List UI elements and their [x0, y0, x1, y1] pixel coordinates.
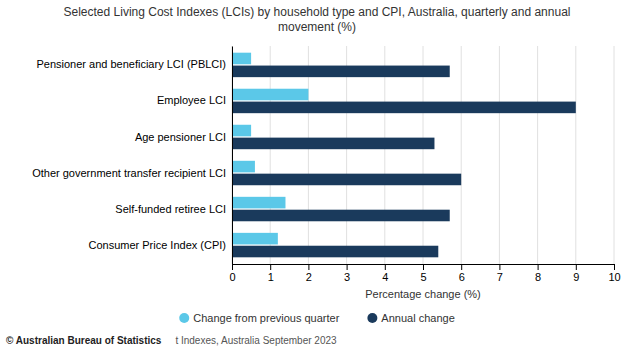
- x-tick-mark: [270, 264, 271, 270]
- bar: [232, 233, 278, 245]
- bar: [232, 174, 461, 186]
- grid-line: [308, 46, 309, 264]
- grid-line: [232, 46, 233, 264]
- grid-line: [537, 46, 538, 264]
- grid: [232, 46, 614, 264]
- title: Selected Living Cost Indexes (LCIs) by h…: [64, 5, 571, 34]
- x-tick-label: 4: [382, 271, 388, 283]
- x-tick: 0: [229, 264, 235, 283]
- legend: Change from previous quarter Annual chang…: [179, 312, 455, 324]
- bar: [232, 102, 576, 114]
- bars: [232, 53, 576, 258]
- y-tick: Self-funded retiree LCI: [115, 203, 226, 215]
- bar: [232, 66, 450, 78]
- grid-line: [499, 46, 500, 264]
- x-tick: 5: [420, 264, 426, 283]
- legend-marker: [367, 313, 377, 323]
- y-tick-label: Other government transfer recipient LCI: [32, 167, 226, 179]
- bar: [232, 125, 251, 137]
- x-tick-label: 0: [229, 271, 235, 283]
- x-tick: 10: [608, 264, 620, 283]
- plot: 0 1 2 3 4 5 6 7 8 9 10 Pensioner and beneficiary LC…: [32, 46, 620, 283]
- x-tick: 3: [344, 264, 350, 283]
- x-tick-label: 9: [573, 271, 579, 283]
- y-tick-label: Age pensioner LCI: [135, 131, 226, 143]
- x-tick-mark: [614, 264, 615, 270]
- x-axis: 0 1 2 3 4 5 6 7 8 9 10: [229, 264, 620, 283]
- bar: [232, 197, 285, 209]
- legend-marker: [179, 313, 189, 323]
- grid-line: [614, 46, 615, 264]
- grid-line: [270, 46, 271, 264]
- y-axis-line: [232, 47, 233, 265]
- grid-line: [346, 46, 347, 264]
- x-tick-mark: [423, 264, 424, 270]
- x-tick-label: 6: [459, 271, 465, 283]
- x-tick-mark: [499, 264, 500, 270]
- x-tick-label: 2: [306, 271, 312, 283]
- grid-line: [423, 46, 424, 264]
- x-tick-label: 10: [608, 271, 620, 283]
- y-tick: Employee LCI: [157, 94, 226, 106]
- y-axis: Pensioner and beneficiary LCI (PBLCI) Emp…: [32, 47, 232, 265]
- footer-text: © Australian Bureau of Statistics: [6, 335, 162, 346]
- bar: [232, 138, 434, 150]
- x-tick-label: 3: [344, 271, 350, 283]
- x-axis-title: Percentage change (%): [365, 288, 481, 300]
- legend-label: Annual change: [381, 312, 454, 324]
- x-tick-label: 5: [420, 271, 426, 283]
- footer-text: t Indexes, Australia September 2023: [175, 335, 337, 346]
- x-tick: 8: [535, 264, 541, 283]
- x-tick: 2: [306, 264, 312, 283]
- x-tick: 4: [382, 264, 388, 283]
- bar: [232, 89, 308, 101]
- y-tick-label: Self-funded retiree LCI: [115, 203, 226, 215]
- x-tick: 6: [459, 264, 465, 283]
- y-tick: Other government transfer recipient LCI: [32, 167, 226, 179]
- y-tick: Consumer Price Index (CPI): [88, 239, 226, 251]
- x-tick: 7: [497, 264, 503, 283]
- bar: [232, 53, 251, 65]
- x-axis-line: [233, 265, 615, 271]
- x-tick-mark: [308, 264, 309, 270]
- x-tick-mark: [385, 264, 386, 270]
- title-line: movement (%): [278, 20, 356, 34]
- grid-line: [384, 46, 385, 264]
- x-tick: 1: [268, 264, 274, 283]
- x-tick-label: 8: [535, 271, 541, 283]
- x-tick-mark: [232, 264, 233, 270]
- grid-line: [575, 46, 576, 264]
- x-tick-mark: [461, 264, 462, 270]
- legend-item: Change from previous quarter: [179, 312, 339, 324]
- y-tick: Age pensioner LCI: [135, 131, 226, 143]
- y-tick-label: Consumer Price Index (CPI): [88, 239, 226, 251]
- x-tick-mark: [576, 264, 577, 270]
- x-tick-mark: [347, 264, 348, 270]
- chart: Selected Living Cost Indexes (LCIs) by h…: [0, 0, 634, 350]
- legend-item: Annual change: [367, 312, 454, 324]
- x-tick: 9: [573, 264, 579, 283]
- x-tick-label: 7: [497, 271, 503, 283]
- x-tick-label: 1: [268, 271, 274, 283]
- y-tick: Pensioner and beneficiary LCI (PBLCI): [36, 58, 226, 70]
- bar: [232, 210, 450, 222]
- y-tick-label: Employee LCI: [157, 94, 226, 106]
- bar: [232, 161, 255, 173]
- grid-line: [461, 46, 462, 264]
- x-tick-mark: [538, 264, 539, 270]
- bar: [232, 246, 438, 258]
- legend-label: Change from previous quarter: [193, 312, 339, 324]
- y-tick-label: Pensioner and beneficiary LCI (PBLCI): [36, 58, 226, 70]
- title-line: Selected Living Cost Indexes (LCIs) by h…: [64, 5, 571, 19]
